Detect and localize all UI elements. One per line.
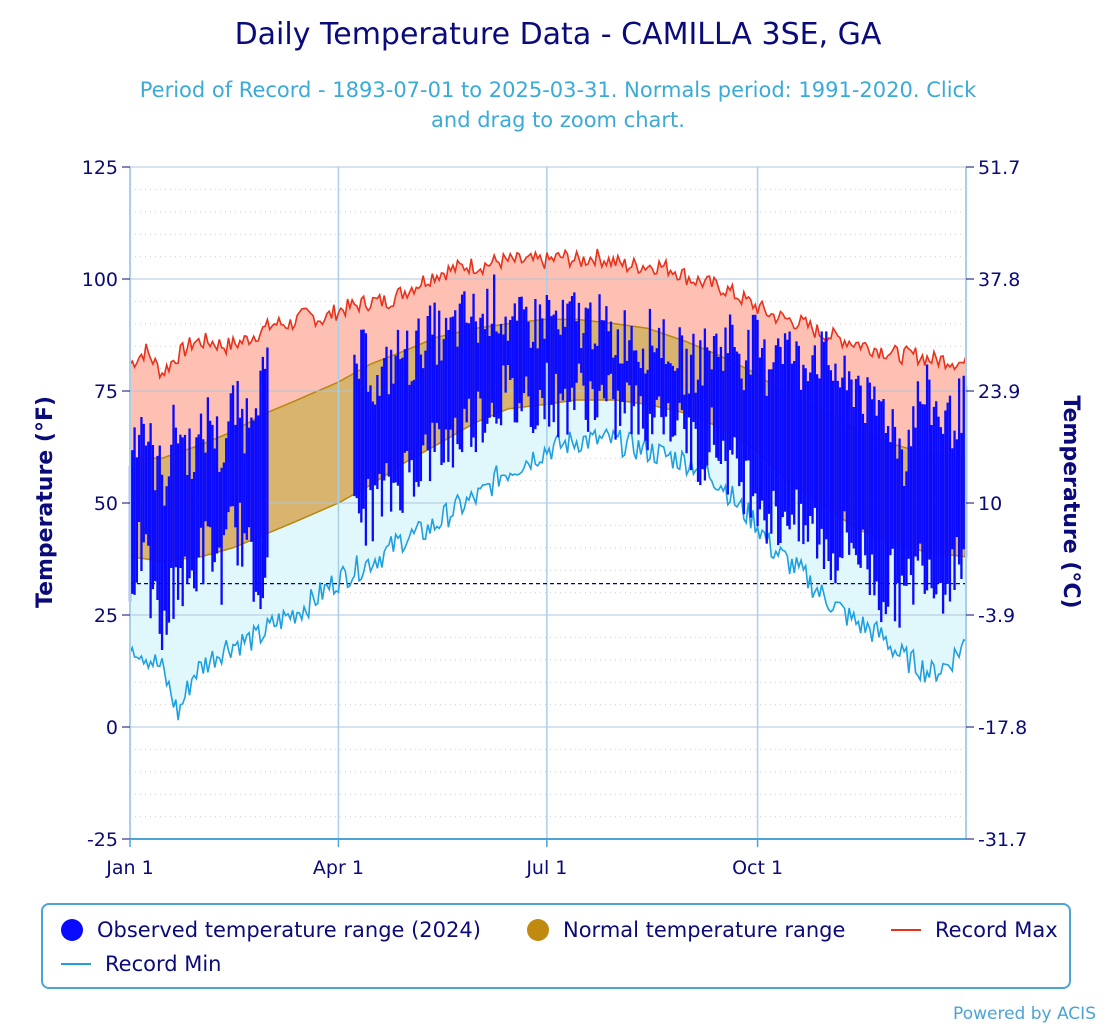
- legend-label-observed: Observed temperature range (2024): [97, 918, 481, 942]
- record-min-swatch-icon: [61, 963, 91, 965]
- y-tick-label-right: -17.8: [978, 717, 1027, 739]
- x-tick-label: Jul 1: [525, 857, 567, 879]
- y-tick-label-left: 100: [82, 269, 118, 291]
- y-tick-label-left: -25: [87, 829, 118, 851]
- normal-swatch-icon: [527, 919, 549, 941]
- y-tick-label-left: 25: [94, 605, 118, 627]
- chart-subtitle-line-2: and drag to zoom chart.: [431, 108, 685, 132]
- legend-label-normal: Normal temperature range: [563, 918, 846, 942]
- y-tick-label-right: 10: [978, 493, 1002, 515]
- y-tick-label-right: 37.8: [978, 269, 1020, 291]
- chart-title: Daily Temperature Data - CAMILLA 3SE, GA: [235, 17, 882, 52]
- observed-swatch-icon: [61, 919, 83, 941]
- record-min-line: [129, 427, 967, 721]
- y-axis-label-left: Temperature (°F): [33, 396, 58, 608]
- record-max-swatch-icon: [891, 929, 921, 931]
- legend-item-record-min[interactable]: Record Min: [61, 952, 222, 976]
- x-tick-label: Oct 1: [732, 857, 783, 879]
- legend-item-record-max[interactable]: Record Max: [891, 918, 1058, 942]
- y-tick-label-right: 23.9: [978, 381, 1020, 403]
- plot-area[interactable]: [128, 166, 968, 839]
- legend-label-record-min: Record Min: [105, 952, 222, 976]
- temperature-chart[interactable]: Daily Temperature Data - CAMILLA 3SE, GA…: [0, 0, 1116, 900]
- y-tick-label-right: 51.7: [978, 157, 1020, 179]
- y-tick-label-left: 0: [106, 717, 118, 739]
- legend-label-record-max: Record Max: [935, 918, 1058, 942]
- y-tick-label-left: 50: [94, 493, 118, 515]
- y-tick-label-left: 75: [94, 381, 118, 403]
- y-tick-label-right: -3.9: [978, 605, 1015, 627]
- powered-by-credit[interactable]: Powered by ACIS: [953, 1004, 1096, 1024]
- legend-item-normal[interactable]: Normal temperature range: [527, 918, 845, 942]
- legend-item-observed[interactable]: Observed temperature range (2024): [61, 918, 481, 942]
- y-tick-label-right: -31.7: [978, 829, 1027, 851]
- x-tick-label: Jan 1: [105, 857, 153, 879]
- y-tick-label-left: 125: [82, 157, 118, 179]
- axes: 125 100 75 50 25 0 -25 51.7 37.8 23.9 10 -3.9 -17.8 -…: [82, 157, 1027, 879]
- y-axis-label-right: Temperature (°C): [1058, 395, 1083, 608]
- chart-subtitle-line-1: Period of Record - 1893-07-01 to 2025-03…: [140, 78, 977, 102]
- chart-legend: Observed temperature range (2024) Normal…: [41, 903, 1071, 989]
- x-tick-label: Apr 1: [313, 857, 364, 879]
